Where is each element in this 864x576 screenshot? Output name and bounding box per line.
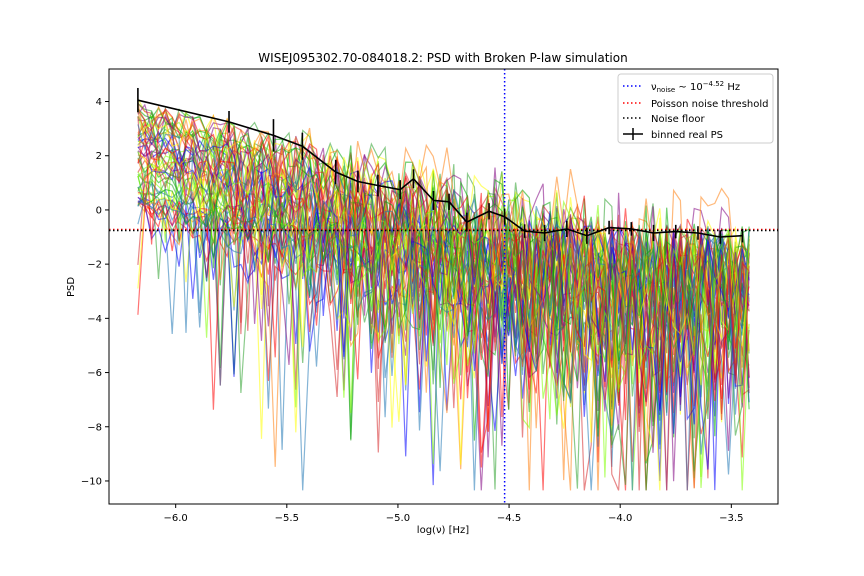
simulation-line [137,124,750,491]
y-tick-label: −8 [87,422,102,433]
simulation-line [137,201,750,491]
legend-label-noise-floor: Noise floor [651,114,705,125]
simulation-line [137,101,750,391]
x-axis-ticks: −6.0 −5.5 −5.0 −4.5 −4.0 −3.5 [164,504,743,524]
x-tick-label: −6.0 [164,513,188,524]
x-tick-label: −4.0 [608,513,632,524]
simulation-line [137,170,750,489]
legend: νnoise ~ 10−4.52 Hz Poisson noise thresh… [617,73,774,144]
simulation-line [137,110,750,410]
y-tick-label: −10 [81,476,102,487]
simulation-line [137,106,750,427]
chart-title: WISEJ095302.70-084018.2: PSD with Broken… [258,51,627,65]
x-tick-label: −5.5 [275,513,299,524]
legend-label-nu-noise: νnoise ~ 10−4.52 Hz [651,80,740,94]
y-axis-label: PSD [66,277,77,297]
simulation-line [137,135,750,400]
y-axis-ticks: 4 2 0 −2 −4 −6 −8 −10 [81,97,109,487]
simulation-line [137,103,750,491]
y-tick-label: −2 [87,260,102,271]
y-tick-label: 0 [96,205,102,216]
x-tick-label: −4.5 [497,513,521,524]
plot-frame [108,68,779,505]
y-tick-label: −6 [87,368,102,379]
legend-label-poisson: Poisson noise threshold [651,99,769,110]
y-tick-label: 2 [96,151,102,162]
y-tick-label: −4 [87,314,102,325]
simulation-line [137,142,750,412]
legend-box [617,73,774,144]
binned-real-ps [137,87,744,244]
x-tick-label: −3.5 [719,513,743,524]
y-tick-label: 4 [96,97,102,108]
simulation-lines [137,98,750,491]
simulation-line [137,155,750,416]
x-tick-label: −5.0 [386,513,410,524]
legend-label-binned: binned real PS [651,130,723,141]
reference-lines [109,69,778,504]
x-axis-label: log(ν) [Hz] [417,525,469,536]
